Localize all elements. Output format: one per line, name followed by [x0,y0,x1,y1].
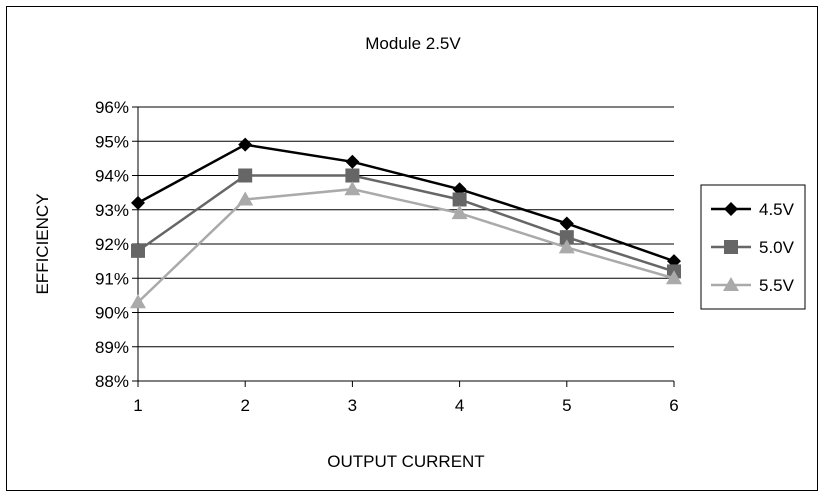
data-point [131,195,145,210]
y-tick-label: 94% [95,167,129,186]
legend-label: 4.5V [759,200,795,219]
x-ticks: 1 2 3 4 5 6 [133,381,679,415]
data-point [131,243,145,258]
series-line [137,143,675,263]
data-point [130,294,146,309]
data-point [558,239,575,254]
x-tick-label: 5 [562,396,571,415]
y-tick-label: 88% [95,372,129,391]
legend-marker [724,202,738,216]
y-axis-title: EFFICIENCY [33,193,52,294]
y-tick-label: 92% [95,235,129,254]
legend: 4.5V 5.0V 5.5V [700,184,806,310]
y-tick-label: 90% [95,304,129,323]
y-tick-label: 96% [95,98,129,117]
legend-label: 5.5V [759,276,795,295]
data-point [238,137,253,152]
legend-marker [724,240,738,254]
x-axis-title: OUTPUT CURRENT [327,452,484,471]
y-ticks: 88% 89% 90% 91% 92% 93% 94% 95% 96% [95,98,138,391]
x-tick-label: 3 [348,396,357,415]
series [130,137,682,309]
series-5.0V [131,168,681,279]
series-line [137,174,675,273]
x-tick-label: 2 [240,396,249,415]
data-point [559,230,574,245]
data-point [237,191,254,206]
data-point [451,205,468,220]
series-5.5V [130,181,682,309]
data-point [344,181,361,196]
chart-title: Module 2.5V [365,34,461,53]
data-point [452,192,467,207]
data-point [345,168,360,183]
legend-item: 4.5V [711,200,795,219]
data-point [666,270,682,285]
legend-label: 5.0V [759,238,795,257]
data-point [238,168,253,183]
x-tick-label: 4 [455,396,464,415]
x-tick-label: 1 [133,396,142,415]
series-line [137,187,675,304]
x-tick-label: 6 [669,396,678,415]
legend-item: 5.0V [711,238,795,257]
legend-items: 4.5V 5.0V 5.5V [711,200,795,295]
data-point [559,216,574,231]
y-tick-label: 91% [95,269,129,288]
y-tick-label: 95% [95,132,129,151]
legend-item: 5.5V [711,276,795,295]
legend-marker [723,277,739,291]
series-4.5V [131,137,681,269]
data-point [345,154,360,169]
y-tick-label: 93% [95,201,129,220]
y-tick-label: 89% [95,338,129,357]
